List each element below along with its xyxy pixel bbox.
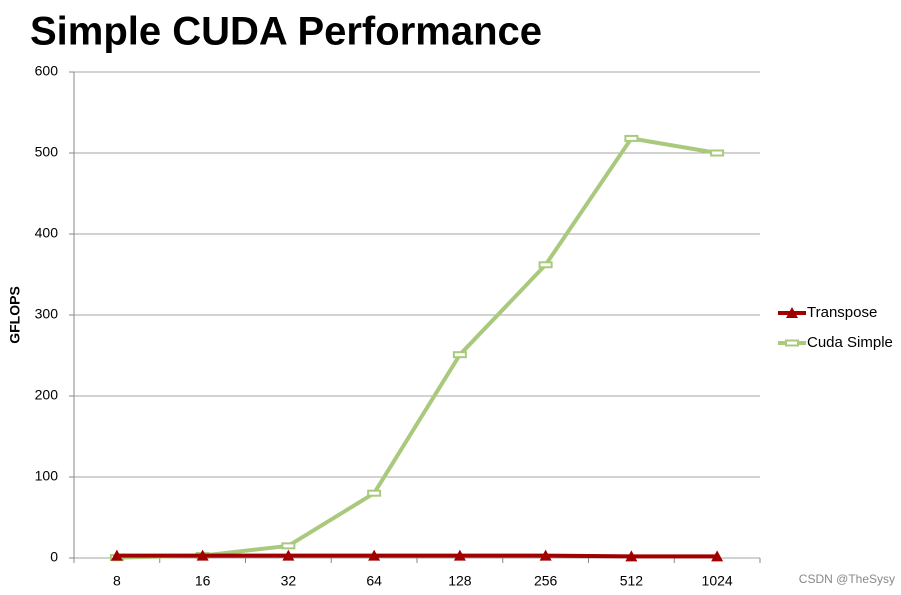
data-point xyxy=(452,351,467,359)
data-point xyxy=(453,549,466,561)
x-tick-label: 8 xyxy=(113,573,121,589)
chart-title: Simple CUDA Performance xyxy=(30,10,542,54)
data-point xyxy=(368,549,381,561)
y-tick-label: 300 xyxy=(35,306,59,322)
x-tick-label: 512 xyxy=(620,573,644,589)
data-point xyxy=(196,549,209,561)
watermark: CSDN @TheSysy xyxy=(799,572,895,586)
data-point xyxy=(282,549,295,561)
legend-marker xyxy=(786,307,798,318)
y-tick-label: 600 xyxy=(35,63,59,79)
y-tick-label: 100 xyxy=(35,468,59,484)
data-point xyxy=(539,549,552,561)
data-point xyxy=(110,549,123,561)
data-point xyxy=(281,542,296,550)
y-tick-label: 500 xyxy=(35,144,59,160)
data-point xyxy=(625,550,638,562)
legend-marker xyxy=(785,339,799,347)
x-tick-label: 256 xyxy=(534,573,558,589)
data-point xyxy=(538,261,553,269)
data-point xyxy=(624,134,639,142)
x-tick-label: 64 xyxy=(366,573,382,589)
y-tick-label: 200 xyxy=(35,387,59,403)
x-tick-label: 32 xyxy=(281,573,297,589)
data-point xyxy=(367,489,382,497)
y-tick-label: 0 xyxy=(50,549,58,565)
y-tick-label: 400 xyxy=(35,225,59,241)
data-point xyxy=(711,550,724,562)
y-axis-label: GFLOPS xyxy=(7,286,23,344)
x-tick-label: 128 xyxy=(448,573,472,589)
legend-label: Transpose xyxy=(807,304,877,321)
series-line xyxy=(116,136,718,560)
data-point xyxy=(710,149,725,157)
x-tick-label: 16 xyxy=(195,573,211,589)
legend-label: Cuda Simple xyxy=(807,334,893,351)
series-line xyxy=(116,553,718,559)
x-tick-label: 1024 xyxy=(702,573,733,589)
